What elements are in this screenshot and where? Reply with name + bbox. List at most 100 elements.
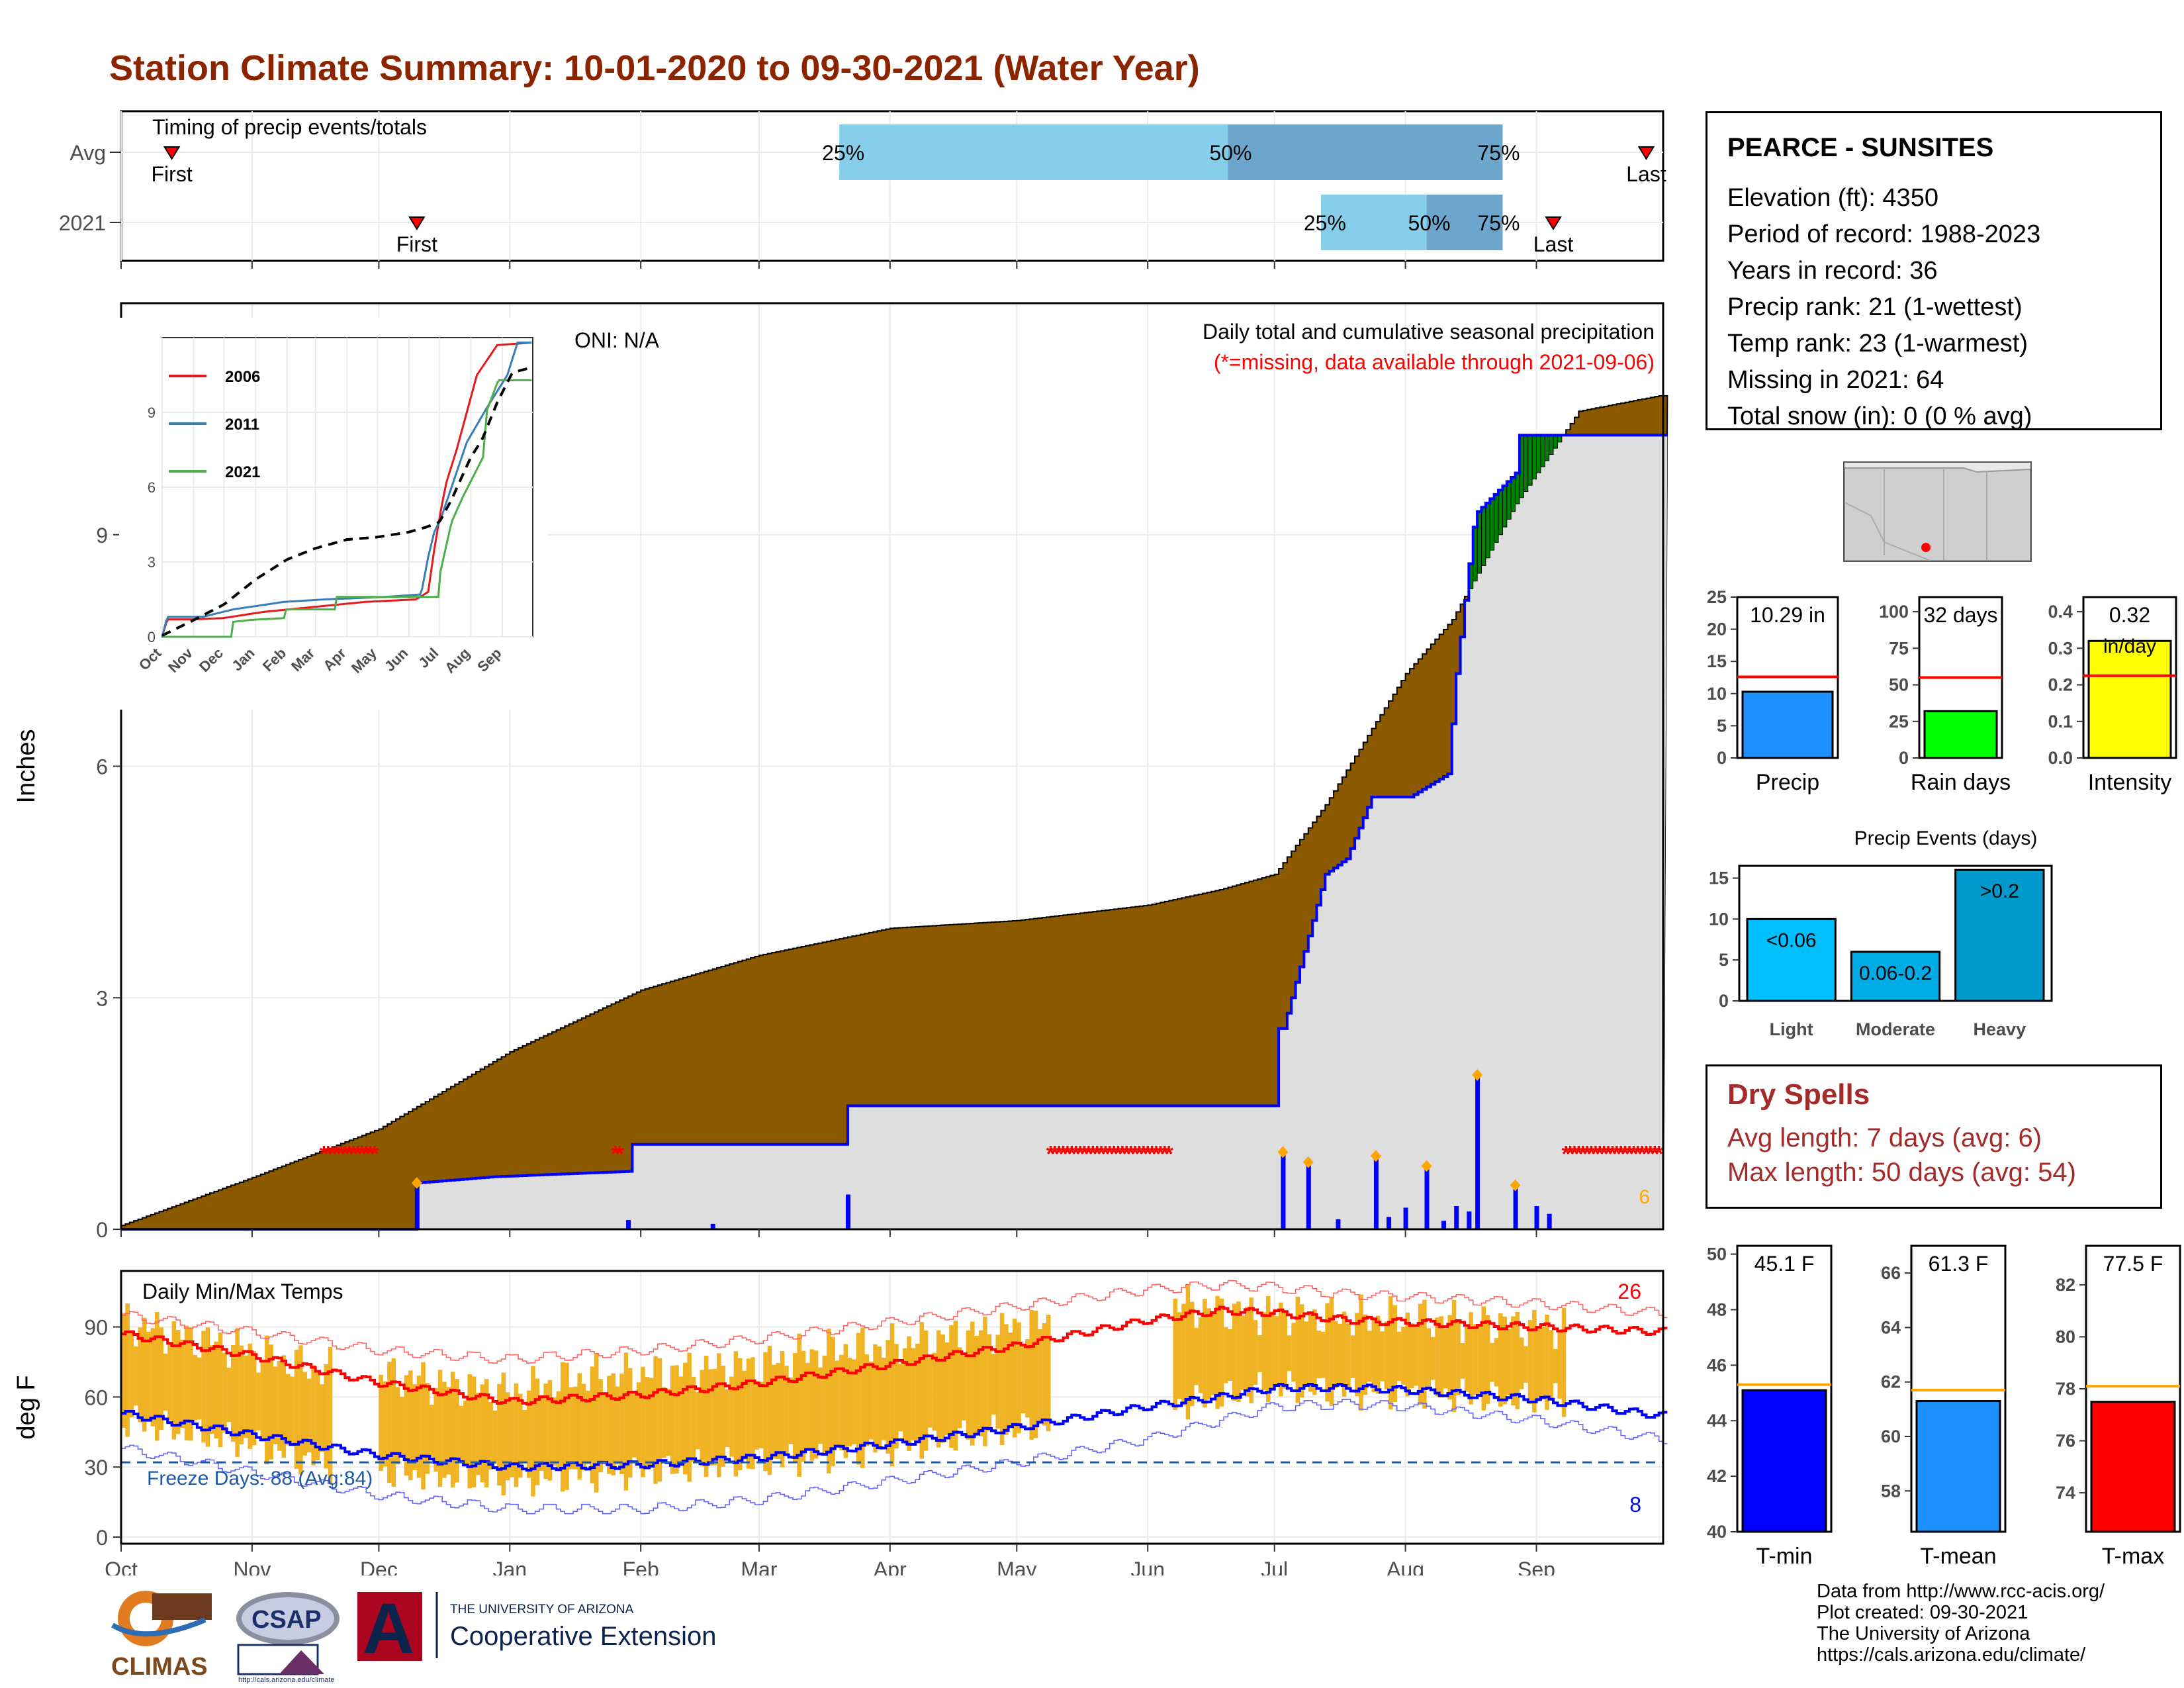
temp-range-bar-264 <box>1236 1301 1241 1402</box>
temp-range-bar-131 <box>674 1365 679 1474</box>
temp-range-bar-78 <box>450 1372 455 1488</box>
timing-last-marker-1 <box>1545 216 1562 230</box>
temp-range-bar-274 <box>1279 1302 1283 1397</box>
small-chart-tick-label-tmin-5: 50 <box>1707 1244 1727 1264</box>
temp-range-bar-165 <box>818 1367 823 1444</box>
temp-range-bar-29 <box>244 1355 248 1438</box>
temp-range-bar-101 <box>547 1380 553 1481</box>
temp-range-bar-159 <box>792 1353 797 1462</box>
temp-range-bar-341 <box>1561 1307 1567 1417</box>
temp-range-bar-17 <box>193 1354 198 1421</box>
missing-marker-2-224: * <box>1063 1141 1072 1166</box>
small-chart-category-precip: Precip <box>1756 770 1819 795</box>
temp-range-bar-13 <box>175 1329 181 1434</box>
temp-range-bar-71 <box>421 1362 426 1490</box>
temp-range-bar-137 <box>700 1370 705 1467</box>
month-label-6: Apr <box>874 1558 907 1575</box>
temp-range-bar-176 <box>864 1354 870 1446</box>
temp-range-bar-142 <box>721 1365 725 1467</box>
current-cumulative-area <box>121 435 1668 1230</box>
temp-range-bar-261 <box>1224 1327 1228 1383</box>
temp-range-bar-115 <box>607 1376 612 1474</box>
temp-range-bar-7 <box>150 1328 156 1427</box>
temp-range-bar-89 <box>497 1383 502 1486</box>
daily-precip-bar-6 <box>1336 1219 1341 1229</box>
station-snow: Total snow (in): 0 (0 % avg) <box>1727 402 2032 430</box>
temp-range-bar-304 <box>1405 1312 1410 1397</box>
credit-university: The University of Arizona <box>1817 1623 2030 1644</box>
temp-range-bar-45 <box>311 1365 316 1466</box>
inset-legend-label-0: 2006 <box>225 368 260 386</box>
freeze-days-label: Freeze Days: 88 (Avg:84) <box>147 1468 373 1489</box>
record-high-count: 26 <box>1617 1280 1641 1303</box>
temp-range-bar-190 <box>923 1330 929 1451</box>
small-chart-value-tmax: 77.5 F <box>2103 1252 2163 1276</box>
temp-range-bar-139 <box>708 1369 713 1466</box>
missing-marker-0-53: * <box>341 1141 350 1166</box>
missing-marker-3-348: * <box>1587 1141 1596 1166</box>
temp-range-bar-47 <box>320 1384 324 1452</box>
small-chart-tick-label-precip-4: 20 <box>1707 620 1727 639</box>
small-chart-tick-label-tmean-1: 60 <box>1881 1427 1901 1446</box>
missing-marker-2-247: * <box>1160 1141 1169 1166</box>
temp-range-bar-266 <box>1245 1307 1250 1397</box>
temp-range-bar-91 <box>505 1392 510 1481</box>
temp-range-bar-144 <box>729 1376 734 1457</box>
temp-range-bar-69 <box>412 1384 417 1470</box>
temp-range-bar-126 <box>653 1356 658 1484</box>
missing-marker-3-351: * <box>1600 1141 1609 1166</box>
temp-range-bar-252 <box>1185 1285 1191 1420</box>
missing-marker-3-352: * <box>1604 1141 1613 1166</box>
temp-range-bar-75 <box>437 1370 443 1487</box>
inset-series-line-0 <box>161 342 532 637</box>
small-chart-tick-label-precip-0: 0 <box>1717 748 1727 768</box>
temp-range-bar-262 <box>1228 1329 1232 1382</box>
missing-marker-0-60: * <box>370 1141 379 1166</box>
temp-range-bar-6 <box>146 1331 151 1423</box>
small-chart-value-raindays: 32 days <box>1923 603 1997 627</box>
temp-range-bar-11 <box>167 1342 172 1421</box>
small-chart-bar-tmean <box>1915 1400 2001 1533</box>
events-tick-label-3: 15 <box>1709 868 1729 888</box>
temp-range-bar-307 <box>1418 1303 1423 1405</box>
timing-first-label-1: First <box>396 232 437 256</box>
missing-marker-2-237: * <box>1118 1141 1127 1166</box>
temp-range-bar-36 <box>273 1366 278 1444</box>
temp-range-bar-112 <box>594 1354 599 1493</box>
main-y-tick-label-0: 0 <box>96 1218 108 1242</box>
temp-range-bar-186 <box>907 1336 911 1451</box>
daily-precip-bar-2 <box>710 1223 715 1229</box>
month-label-11: Sep <box>1518 1558 1555 1575</box>
temp-range-bar-85 <box>480 1384 485 1483</box>
temp-range-bar-198 <box>957 1347 962 1429</box>
temp-range-bar-151 <box>758 1382 764 1448</box>
main-y-tick-label-3: 9 <box>96 524 108 547</box>
temp-range-bar-42 <box>298 1345 303 1475</box>
temp-range-bar-31 <box>251 1351 257 1446</box>
temp-range-bar-62 <box>383 1381 388 1467</box>
temp-range-bar-76 <box>442 1382 447 1478</box>
temp-y-axis-label: deg F <box>13 1375 40 1439</box>
temp-range-bar-30 <box>248 1343 253 1449</box>
events-bar-label-2: >0.2 <box>1980 880 2019 902</box>
station-precip-rank: Precip rank: 21 (1-wettest) <box>1727 293 2023 321</box>
temp-range-bar-277 <box>1291 1323 1296 1382</box>
missing-marker-2-227: * <box>1075 1141 1085 1166</box>
temp-series-line-2 <box>121 1280 1668 1364</box>
temp-range-bar-171 <box>843 1344 848 1458</box>
timing-first-marker-1 <box>408 216 426 230</box>
temp-range-bar-336 <box>1540 1327 1545 1400</box>
temp-range-bar-219 <box>1046 1315 1051 1432</box>
temp-range-bar-138 <box>704 1355 709 1477</box>
month-label-2: Dec <box>360 1558 398 1575</box>
small-chart-tick-label-tmin-4: 48 <box>1707 1299 1727 1319</box>
events-category-2: Heavy <box>1974 1019 2026 1039</box>
temp-range-bar-311 <box>1435 1317 1439 1396</box>
station-temp-rank: Temp rank: 23 (1-warmest) <box>1727 330 2028 357</box>
missing-marker-2-236: * <box>1114 1141 1123 1166</box>
temp-range-bar-65 <box>395 1387 400 1465</box>
temp-range-bar-161 <box>801 1350 806 1462</box>
station-missing: Missing in 2021: 64 <box>1727 366 1944 394</box>
dry-max-length: Max length: 50 days (avg: 54) <box>1727 1158 2076 1187</box>
events-category-1: Moderate <box>1856 1019 1935 1039</box>
